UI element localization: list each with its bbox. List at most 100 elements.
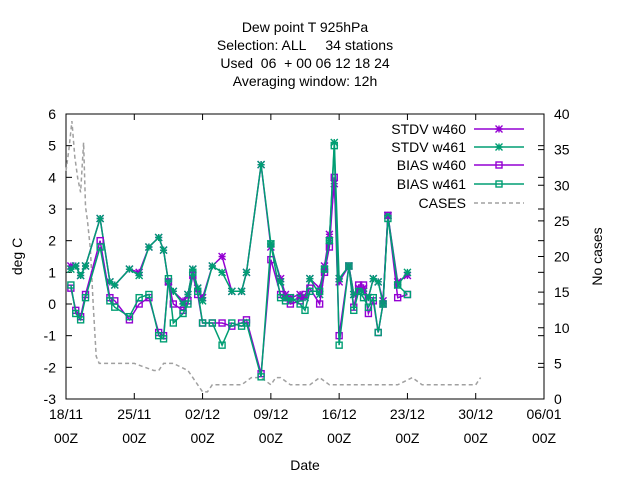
data-point [350,306,358,315]
data-point [125,312,134,321]
data-point [218,341,226,349]
title-line-3: Averaging window: 12h [233,73,378,89]
x-tick-label-hour: 00Z [327,430,352,446]
data-point [72,309,80,318]
data-point [144,243,153,251]
data-point [218,268,227,277]
x-tick-label-date: 02/12 [185,406,220,422]
data-point [218,319,226,327]
data-point [227,287,236,296]
x-tick-label-hour: 00Z [395,430,420,446]
data-point [242,319,251,327]
legend-label: CASES [419,195,466,211]
data-point [369,274,378,283]
legend-label: BIAS w461 [397,176,466,192]
data-point [354,287,363,296]
data-point [257,373,265,381]
x-tick-label-hour: 00Z [54,430,79,446]
data-point [403,290,412,299]
y2-tick-label: 35 [554,142,570,158]
data-point [184,300,192,308]
y-tick-label: 3 [48,201,56,217]
data-point [237,287,246,296]
data-point [96,214,105,223]
data-point [276,277,285,286]
data-point [96,243,104,251]
data-point [169,300,178,308]
data-point [208,262,217,270]
legend-marker [495,180,503,188]
data-point [159,246,168,255]
title-line-0: Dew point T 925hPa [242,19,369,35]
y-tick-label: -2 [44,359,57,375]
legend-label: STDV w460 [391,121,466,137]
data-point [301,306,309,315]
data-point [198,319,207,327]
data-point [218,252,227,261]
data-point [286,293,295,302]
data-point [335,341,343,349]
data-point [81,262,90,270]
data-point [189,268,197,277]
data-point [384,214,392,223]
data-point [345,262,353,270]
x-tick-label-date: 06/01 [526,406,561,422]
data-point [403,268,412,277]
y-tick-label: -3 [44,391,57,407]
legend-marker [495,161,503,169]
series-bias-w460 [67,173,412,378]
legend-marker [495,125,503,133]
x-tick-label-hour: 00Z [259,430,284,446]
data-point [349,290,358,299]
data-point [315,300,324,308]
legend: STDV w460 STDV w461 BIAS w460 BIAS w461 CASE… [391,121,524,211]
data-point [369,293,377,302]
data-point [359,281,368,289]
y2-tick-label: 25 [554,213,570,229]
y2-tick-label: 15 [554,284,570,300]
data-point [305,274,314,283]
data-point [242,268,251,277]
y2-tick-label: 0 [554,391,562,407]
title-line-2: Used 06 + 00 06 12 18 24 [220,55,390,71]
data-point [330,141,338,150]
x-tick-label-date: 09/12 [253,406,288,422]
data-point [145,290,153,299]
x-tick-label-hour: 00Z [532,430,557,446]
data-point [81,293,90,302]
x-tick-label-date: 30/12 [458,406,493,422]
y-tick-label: 4 [48,169,56,185]
data-point [125,265,134,274]
data-point [335,274,344,283]
data-point [76,316,85,324]
data-point [183,290,192,299]
data-point [359,287,368,296]
y2-axis-label: No cases [589,227,605,285]
data-point [228,319,236,327]
data-point [315,287,324,296]
series-line [70,145,408,377]
data-point [71,262,80,270]
legend-label: BIAS w460 [397,157,466,173]
y-axis-label: deg C [9,238,25,275]
series-line [70,164,408,302]
y-tick-label: -1 [44,328,57,344]
y2-tick-label: 30 [554,177,570,193]
data-point [164,274,173,283]
data-point [106,297,114,305]
data-point [154,233,163,242]
data-point [67,281,75,289]
title-line-1: Selection: ALL 34 stations [217,37,393,53]
y2-tick-label: 5 [554,355,562,371]
y-axis: -3 -2 -1 0 1 2 3 4 5 6 [44,106,544,407]
data-point [364,303,373,311]
data-point [169,287,178,296]
data-point [320,265,329,273]
chart-title: Dew point T 925hPa Selection: ALL 34 stat… [217,19,393,89]
x-tick-label-date: 23/12 [390,406,425,422]
data-point [198,296,207,305]
data-point [359,293,368,302]
y2-tick-label: 40 [554,106,570,122]
x-tick-label-date: 16/12 [322,406,357,422]
series-line [70,142,408,306]
